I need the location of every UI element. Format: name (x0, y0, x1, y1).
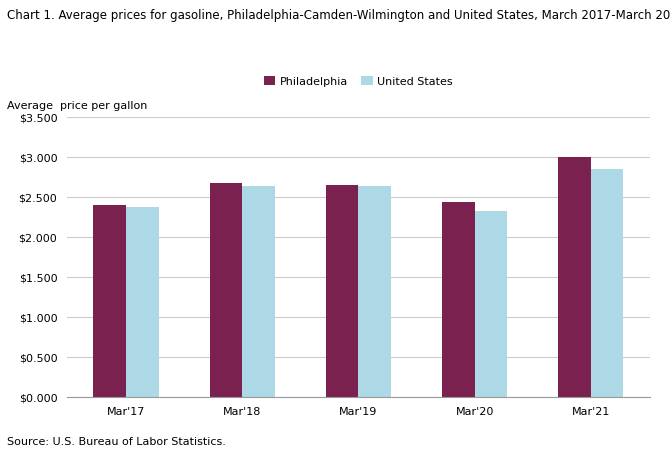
Text: Chart 1. Average prices for gasoline, Philadelphia-Camden-Wilmington and United : Chart 1. Average prices for gasoline, Ph… (7, 9, 670, 22)
Text: Average  price per gallon: Average price per gallon (7, 101, 147, 110)
Bar (474, 212, 507, 397)
Bar (558, 158, 591, 397)
Bar (210, 184, 243, 397)
Bar (358, 187, 391, 397)
Text: Source: U.S. Bureau of Labor Statistics.: Source: U.S. Bureau of Labor Statistics. (7, 437, 226, 446)
Legend: Philadelphia, United States: Philadelphia, United States (260, 73, 457, 92)
Bar (326, 185, 358, 397)
Bar (591, 169, 623, 397)
Bar (442, 203, 474, 397)
Bar (243, 187, 275, 397)
Bar (126, 207, 159, 397)
Bar (94, 206, 126, 397)
